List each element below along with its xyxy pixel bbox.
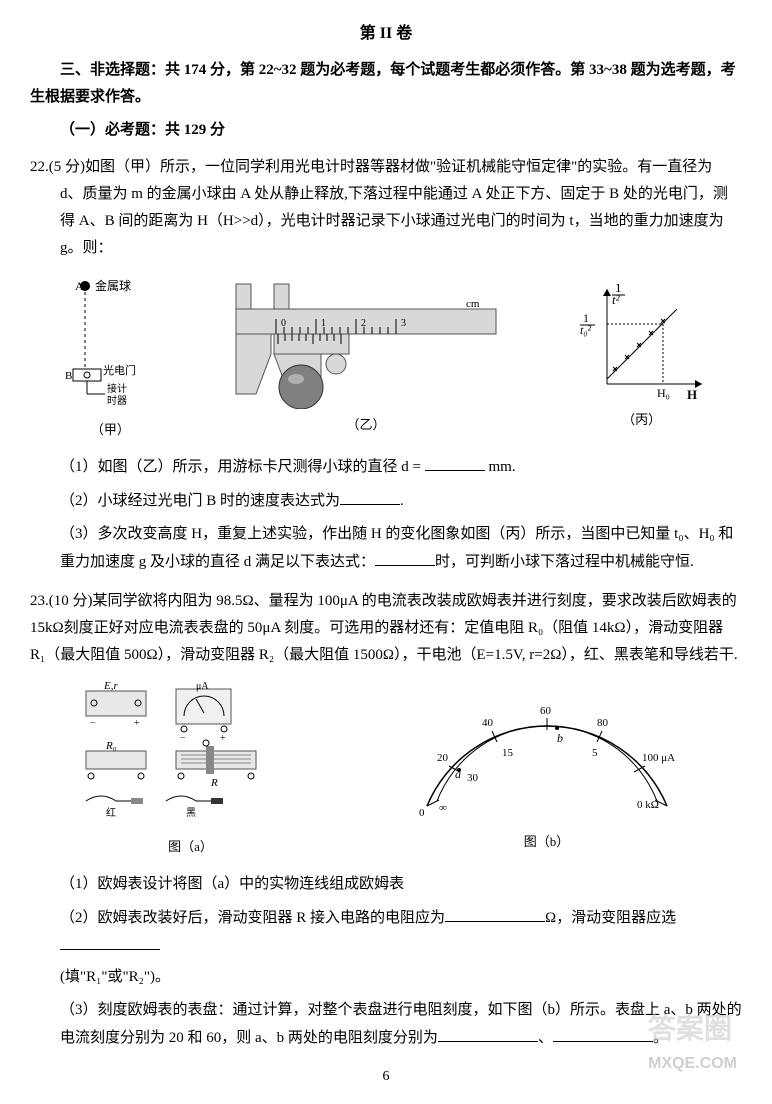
fig-bing-svg: H 1 t² 1 t₀² [577,284,707,404]
subsection-label: （一）必考题：共 129 分 [30,117,742,144]
fig-jia-gate-label: 光电门 [103,363,136,377]
svg-text:0 kΩ: 0 kΩ [637,799,659,811]
fig-jia-timer-label2: 时器 [107,395,127,407]
svg-text:b: b [557,731,563,745]
q23-sub3: （3）刻度欧姆表的表盘：通过计算，对整个表盘进行电阻刻度，如下图（b）所示。表盘… [60,997,742,1052]
svg-text:60: 60 [540,705,552,717]
q22-sub2-blank[interactable] [340,487,400,505]
q22-figures: A 金属球 B 光电门 接计 时器 （甲） cm 0 1 2 [30,274,742,441]
fig-bing-x0: H₀ [657,386,670,400]
q23-sub2-blank1[interactable] [445,904,545,922]
svg-text:15: 15 [502,747,514,759]
svg-text:30: 30 [467,772,479,784]
fig-bing-label: （丙） [622,408,661,431]
fig-jia-svg: A 金属球 B 光电门 接计 时器 [65,274,155,414]
q23-number: 23. [30,593,49,609]
fig-bing-xlabel: H [687,387,697,402]
q23-sub2: （2）欧姆表改装好后，滑动变阻器 R 接入电路的电阻应为 Ω，滑动变阻器应选 [60,904,742,960]
fig-jia-A-label: A [75,279,84,293]
svg-text:∞: ∞ [439,802,447,814]
watermark-2: MXQE.COM [648,1050,737,1079]
svg-text:−: − [180,733,186,744]
q22-sub1-unit: mm. [485,459,516,475]
fig-a-svg: E,r − + μA − + R₀ R [76,681,306,831]
q23-figures: E,r − + μA − + R₀ R [30,681,742,858]
question-22: 22.(5 分)如图（甲）所示，一位同学利用光电计时器等器材做"验证机械能守恒定… [30,154,742,576]
svg-text:0: 0 [419,807,425,819]
q22-number: 22. [30,159,49,175]
q22-points: (5 分) [49,159,85,175]
fig-a-label: 图（a） [168,835,213,858]
fig-jia-ball-label: 金属球 [95,278,131,293]
fig-b-label: 图（b） [524,830,570,853]
svg-text:20: 20 [437,752,449,764]
fig-a-E: E,r [103,681,118,692]
q23-sub2-b: Ω，滑动变阻器应选 [545,910,676,926]
q22-sub1-text: （1）如图（乙）所示，用游标卡尺测得小球的直径 d = [60,459,425,475]
fig-bing: H 1 t² 1 t₀² [577,284,707,431]
fig-a: E,r − + μA − + R₀ R [76,681,306,858]
fig-yi: cm 0 1 2 3 [226,279,506,436]
watermark-1: 答案圈 [648,1004,732,1054]
q22-sub3: （3）多次改变高度 H，重复上述实验，作出随 H 的变化图象如图（丙）所示，当图… [60,521,742,576]
section-title: 第 II 卷 [30,20,742,49]
q23-sub1: （1）欧姆表设计将图（a）中的实物连线组成欧姆表 [60,871,742,898]
fig-jia-B-label: B [65,370,72,382]
svg-text:100 μA: 100 μA [642,752,675,764]
svg-text:−: − [90,718,96,729]
question-23: 23.(10 分)某同学欲将内阻为 98.5Ω、量程为 100μA 的电流表改装… [30,588,742,1051]
q23-sub2-c: (填"R₁"或"R₂")。 [60,964,742,991]
fig-a-uA: μA [196,681,209,692]
q22-sub3-blank[interactable] [375,548,435,566]
fig-a-R0: R₀ [105,740,117,752]
q22-text1: 如图（甲）所示，一位同学利用光电计时器等器材做"验证机械能守恒定律"的实验。有一… [85,159,712,175]
q23-sub3-blank2[interactable] [553,1024,653,1042]
q22-sub3-end: 时，可判断小球下落过程中机械能守恒. [435,554,694,570]
fig-jia-label: （甲） [91,418,130,441]
q23-text: 某同学欲将内阻为 98.5Ω、量程为 100μA 的电流表改装成欧姆表并进行刻度… [30,593,738,663]
fig-yi-unit: cm [466,298,480,310]
svg-text:+: + [134,718,140,729]
q22-sub2-text: （2）小球经过光电门 B 时的速度表达式为 [60,493,340,509]
fig-b-svg: 0 20 40 60 80 100 μA ∞ 30 15 5 0 kΩ a b [397,686,697,826]
q23-sub3-b: 、 [538,1030,553,1046]
fig-a-black: 黑 [186,807,196,819]
page-number: 6 [383,1064,390,1089]
svg-text:+: + [220,733,226,744]
fig-b: 0 20 40 60 80 100 μA ∞ 30 15 5 0 kΩ a b … [397,686,697,853]
svg-text:3: 3 [401,318,406,329]
fig-bing-y0: 1 t₀² [580,311,592,337]
q22-sub2: （2）小球经过光电门 B 时的速度表达式为. [60,487,742,515]
q22-sub2-end: . [400,493,404,509]
q23-sub2-blank2[interactable] [60,932,160,950]
fig-yi-svg: cm 0 1 2 3 [226,279,506,409]
q22-sub1-blank[interactable] [425,453,485,471]
q23-sub3-blank1[interactable] [438,1024,538,1042]
fig-yi-label: （乙） [346,413,385,436]
q23-points: (10 分) [49,593,93,609]
svg-text:5: 5 [592,747,598,759]
fig-a-red: 红 [106,806,116,819]
svg-text:80: 80 [597,717,609,729]
q23-sub2-a: （2）欧姆表改装好后，滑动变阻器 R 接入电路的电阻应为 [60,910,445,926]
q22-sub1: （1）如图（乙）所示，用游标卡尺测得小球的直径 d = mm. [60,453,742,481]
fig-jia-timer-label: 接计 [107,382,127,395]
fig-a-R: R [210,777,218,789]
svg-text:40: 40 [482,717,494,729]
fig-jia: A 金属球 B 光电门 接计 时器 （甲） [65,274,155,441]
section-intro: 三、非选择题：共 174 分，第 22~32 题为必考题，每个试题考生都必须作答… [30,57,742,111]
q22-text2: d、质量为 m 的金属小球由 A 处从静止释放,下落过程中能通过 A 处正下方、… [60,181,742,262]
